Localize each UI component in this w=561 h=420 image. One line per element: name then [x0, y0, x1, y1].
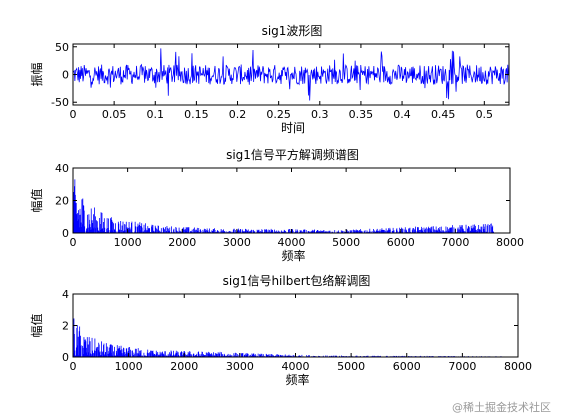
x-tick-label: 0.25 — [266, 108, 291, 121]
x-tick-label: 6000 — [393, 360, 421, 373]
x-tick-label: 0.5 — [476, 108, 494, 121]
x-tick-label: 4000 — [278, 236, 306, 249]
x-tick-label: 2000 — [168, 236, 196, 249]
x-tick-label: 5000 — [332, 236, 360, 249]
chart-title: sig1信号hilbert包络解调图 — [223, 273, 371, 288]
x-tick-label: 2000 — [170, 360, 198, 373]
y-tick-label: 2 — [62, 320, 69, 333]
x-axis-label: 频率 — [285, 372, 309, 387]
chart-panel-1: 0 0.05 0.1 0.15 0.2 0.25 0.3 0.35 0.4 0.45 0.5500-… — [29, 24, 510, 135]
y-tick-label: -50 — [51, 96, 69, 109]
y-axis-label: 幅值 — [29, 188, 44, 212]
y-tick-label: 40 — [55, 162, 69, 175]
y-tick-label: 0 — [62, 69, 69, 82]
x-tick-label: 0.35 — [349, 108, 374, 121]
x-tick-label: 1000 — [114, 236, 142, 249]
y-tick-label: 50 — [55, 41, 69, 54]
x-tick-label: 0.1 — [147, 108, 165, 121]
y-tick-label: 4 — [62, 288, 69, 301]
chart-panel-3: 0 1000 2000 3000 4000 5000 6000 7000 8000 4 2 0 sig1… — [29, 273, 532, 387]
x-tick-label: 0 — [70, 236, 77, 249]
axes-frame — [72, 167, 511, 234]
x-tick-label: 7000 — [448, 360, 476, 373]
x-tick-label: 3000 — [226, 360, 254, 373]
y-tick-label: 0 — [62, 351, 69, 364]
x-tick-label: 0 — [70, 108, 77, 121]
signal-trace — [73, 318, 502, 357]
x-tick-label: 4000 — [282, 360, 310, 373]
x-tick-label: 8000 — [504, 360, 532, 373]
watermark: @稀土掘金技术社区 — [452, 401, 551, 414]
x-tick-label: 5000 — [337, 360, 365, 373]
x-tick-label: 0.45 — [431, 108, 456, 121]
chart-title: sig1信号平方解调频谱图 — [226, 147, 359, 162]
x-tick-label: 0.4 — [393, 108, 411, 121]
chart-panel-2: 0 1000 2000 3000 4000 5000 6000 7000 8000 40 20 0 si… — [29, 147, 524, 263]
x-tick-label: 0.15 — [184, 108, 209, 121]
y-axis-label: 幅值 — [29, 313, 44, 337]
y-axis-label: 振幅 — [29, 62, 44, 86]
x-tick-label: 6000 — [387, 236, 415, 249]
x-tick-label: 8000 — [496, 236, 524, 249]
x-tick-label: 0 — [70, 360, 77, 373]
x-axis-label: 频率 — [281, 248, 305, 263]
x-axis-label: 时间 — [281, 121, 305, 135]
x-tick-label: 0.3 — [311, 108, 329, 121]
signal-trace — [73, 48, 509, 101]
x-tick-label: 0.2 — [229, 108, 247, 121]
y-tick-label: 20 — [55, 195, 69, 208]
chart-title: sig1波形图 — [262, 24, 323, 38]
axes-frame — [72, 293, 519, 358]
x-tick-label: 7000 — [441, 236, 469, 249]
x-tick-label: 0.05 — [102, 108, 127, 121]
y-tick-label: 0 — [62, 227, 69, 240]
x-tick-label: 1000 — [115, 360, 143, 373]
x-tick-label: 3000 — [223, 236, 251, 249]
signal-trace — [73, 179, 495, 233]
